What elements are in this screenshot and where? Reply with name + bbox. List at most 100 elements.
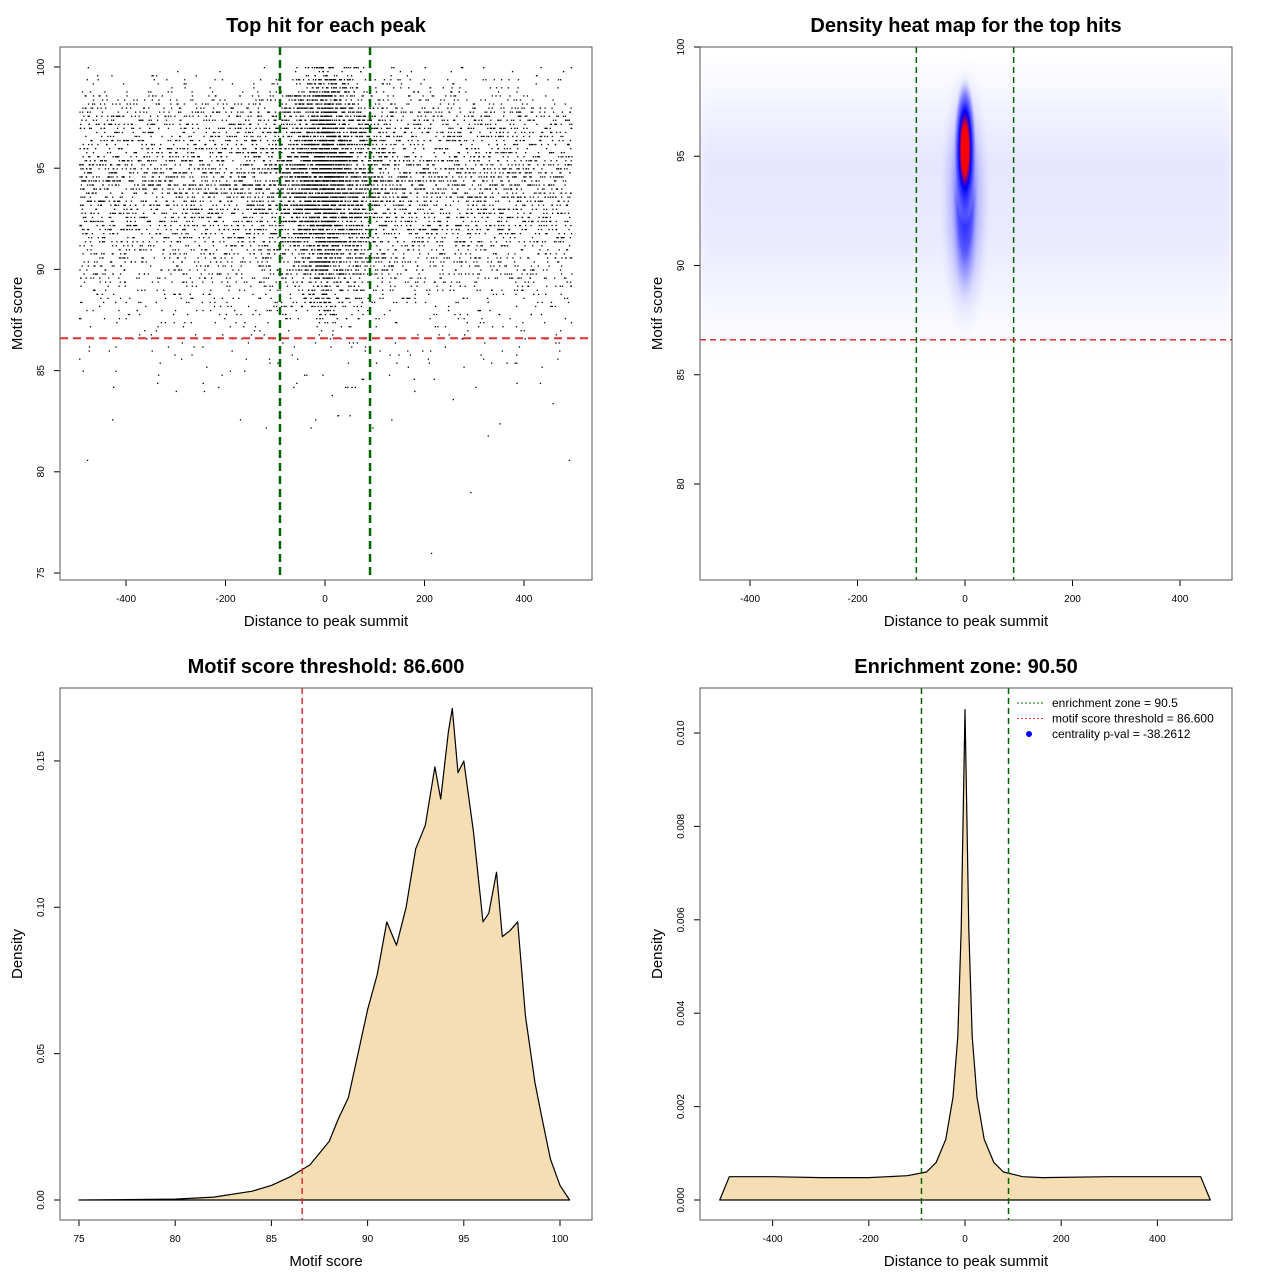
scatter-point bbox=[274, 180, 276, 182]
scatter-point bbox=[148, 156, 151, 158]
scatter-point bbox=[448, 273, 450, 275]
scatter-point bbox=[345, 273, 347, 275]
scatter-point bbox=[346, 297, 348, 299]
scatter-point bbox=[436, 148, 438, 150]
scatter-point bbox=[174, 115, 176, 117]
scatter-point bbox=[390, 103, 392, 105]
scatter-point bbox=[201, 160, 204, 162]
scatter-point bbox=[485, 188, 488, 190]
scatter-point bbox=[304, 127, 306, 129]
scatter-point bbox=[516, 111, 518, 113]
scatter-point bbox=[292, 127, 294, 129]
scatter-point bbox=[363, 176, 365, 178]
scatter-point bbox=[384, 220, 386, 223]
scatter-point bbox=[547, 261, 549, 263]
scatter-point bbox=[309, 196, 311, 198]
scatter-point bbox=[361, 212, 363, 214]
scatter-point bbox=[470, 208, 472, 210]
scatter-point bbox=[148, 95, 150, 97]
scatter-point bbox=[457, 164, 460, 166]
scatter-point bbox=[191, 196, 194, 198]
scatter-point bbox=[151, 176, 153, 178]
scatter-point bbox=[382, 172, 385, 174]
scatter-point bbox=[416, 192, 418, 194]
scatter-point bbox=[453, 192, 456, 194]
scatter-point bbox=[382, 148, 384, 150]
scatter-point bbox=[416, 285, 418, 287]
scatter-point bbox=[169, 139, 172, 142]
scatter-point bbox=[157, 152, 160, 154]
scatter-point bbox=[221, 156, 223, 158]
scatter-point bbox=[360, 245, 362, 247]
scatter-point bbox=[152, 192, 154, 194]
scatter-point bbox=[359, 253, 361, 255]
scatter-point bbox=[375, 180, 377, 182]
scatter-point bbox=[516, 305, 518, 308]
scatter-point bbox=[269, 289, 271, 291]
scatter-point bbox=[340, 269, 342, 271]
scatter-point bbox=[331, 277, 333, 279]
scatter-point bbox=[474, 196, 476, 198]
scatter-point bbox=[300, 208, 302, 210]
scatter-point bbox=[297, 143, 299, 146]
scatter-point bbox=[325, 91, 327, 93]
scatter-point bbox=[478, 160, 480, 162]
scatter-point bbox=[527, 216, 529, 219]
scatter-point bbox=[343, 131, 345, 134]
scatter-point bbox=[348, 257, 350, 259]
scatter-point bbox=[480, 208, 482, 210]
scatter-point bbox=[407, 350, 409, 352]
scatter-point bbox=[157, 115, 159, 117]
scatter-point bbox=[258, 111, 260, 113]
scatter-point bbox=[521, 289, 523, 291]
scatter-point bbox=[524, 220, 526, 223]
scatter-point bbox=[137, 139, 139, 142]
scatter-point bbox=[241, 338, 243, 340]
scatter-point bbox=[345, 196, 347, 198]
scatter-point bbox=[469, 172, 471, 174]
scatter-point bbox=[313, 200, 315, 202]
scatter-point bbox=[465, 164, 467, 166]
scatter-point bbox=[251, 200, 253, 202]
scatter-point bbox=[402, 176, 404, 178]
scatter-point bbox=[506, 148, 508, 150]
scatter-point bbox=[503, 224, 505, 227]
scatter-point bbox=[535, 143, 537, 146]
scatter-point bbox=[318, 245, 320, 247]
scatter-point bbox=[199, 277, 201, 279]
scatter-point bbox=[260, 152, 262, 154]
scatter-point bbox=[562, 139, 564, 142]
scatter-point bbox=[381, 139, 383, 142]
scatter-point bbox=[285, 95, 287, 97]
scatter-point bbox=[348, 224, 350, 227]
scatter-point bbox=[230, 123, 232, 125]
scatter-point bbox=[203, 176, 205, 178]
scatter-point bbox=[221, 160, 223, 162]
scatter-point bbox=[565, 277, 567, 279]
scatter-point bbox=[437, 107, 439, 109]
scatter-point bbox=[144, 99, 146, 101]
scatter-point bbox=[229, 196, 231, 198]
scatter-point bbox=[299, 228, 301, 231]
scatter-point bbox=[490, 127, 493, 129]
scatter-point bbox=[440, 115, 442, 117]
scatter-point bbox=[462, 220, 465, 223]
scatter-point bbox=[381, 277, 384, 279]
scatter-point bbox=[351, 386, 353, 389]
scatter-point bbox=[235, 135, 238, 138]
scatter-point bbox=[203, 135, 205, 138]
scatter-point bbox=[111, 245, 114, 247]
scatter-point bbox=[543, 220, 545, 223]
scatter-point bbox=[146, 111, 148, 113]
scatter-point bbox=[492, 164, 494, 166]
scatter-point bbox=[264, 212, 267, 214]
scatter-point bbox=[408, 220, 410, 223]
scatter-point bbox=[88, 143, 90, 146]
scatter-point bbox=[280, 184, 283, 186]
scatter-point bbox=[183, 237, 185, 239]
scatter-point bbox=[458, 135, 461, 138]
scatter-point bbox=[107, 180, 109, 182]
scatter-point bbox=[84, 196, 86, 198]
scatter-point bbox=[121, 168, 124, 170]
scatter-point bbox=[227, 237, 229, 239]
